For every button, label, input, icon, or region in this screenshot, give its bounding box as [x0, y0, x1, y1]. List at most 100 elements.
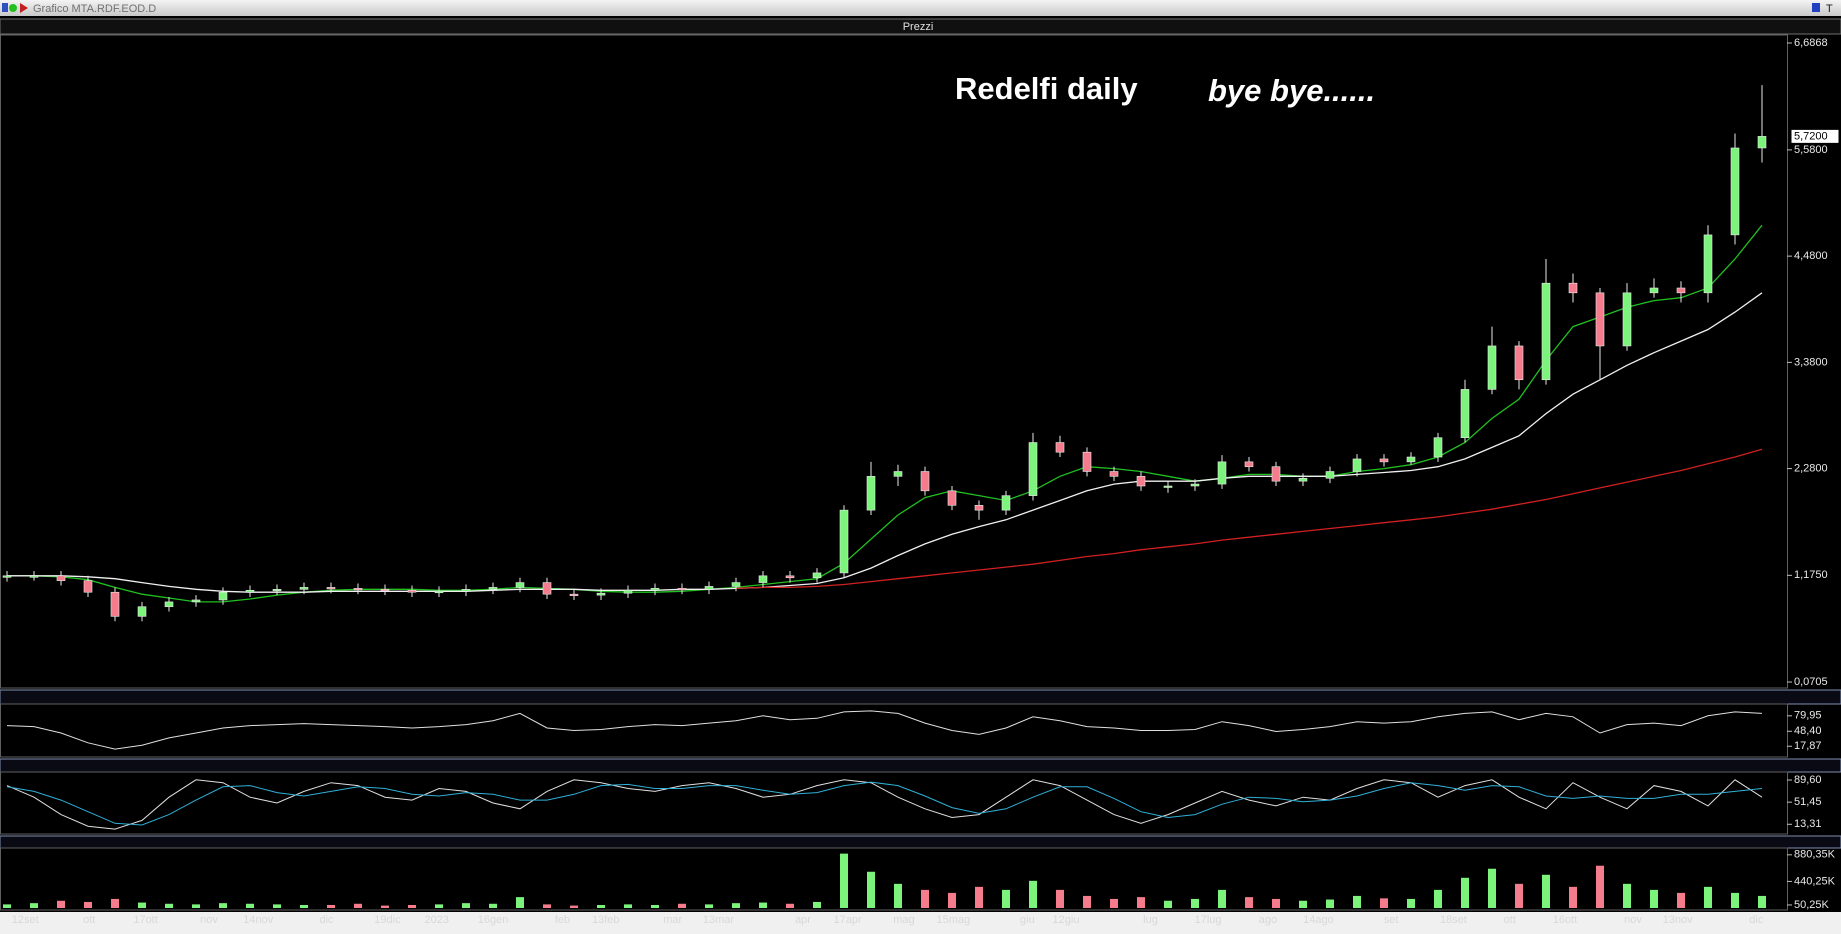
candle-body: [56, 575, 66, 581]
volume-bar: [3, 904, 11, 908]
candle-body: [488, 587, 498, 590]
panel-separator: [0, 835, 1841, 849]
x-tick-label: 12set: [12, 914, 39, 926]
volume-bar: [1677, 892, 1685, 908]
y-tick-label: 880,35K: [1794, 849, 1836, 861]
volume-bar: [435, 904, 443, 908]
separators: [0, 689, 1841, 934]
candle-body: [866, 476, 876, 511]
volume-bar: [678, 903, 686, 908]
volume-bar: [327, 904, 335, 908]
volume-bar: [354, 903, 362, 908]
title-bar: [0, 0, 1841, 16]
candle-body: [1460, 389, 1470, 439]
volume-bar: [624, 904, 632, 908]
x-tick-label: 18set: [1440, 914, 1467, 926]
candle-body: [1730, 147, 1740, 236]
volume-bar: [1002, 889, 1010, 908]
x-tick-label: dic: [319, 914, 334, 926]
volume-bar: [1704, 886, 1712, 908]
candle-body: [974, 505, 984, 511]
candle-body: [1055, 442, 1065, 453]
volume-bar: [273, 904, 281, 908]
volume-bar: [1461, 877, 1469, 908]
moving-average: [7, 224, 1763, 603]
moving-average: [735, 448, 1763, 590]
y-tick-label: 79,95: [1794, 710, 1822, 722]
x-tick-label: dic: [1749, 914, 1764, 926]
volume-bar: [57, 900, 65, 908]
x-tick-label: 12giu: [1053, 914, 1080, 926]
candle-body: [1703, 234, 1713, 294]
candle-body: [623, 589, 633, 594]
y-tick-label: 17,87: [1794, 740, 1822, 752]
volume-bar: [1623, 883, 1631, 908]
status-bar: [0, 912, 1841, 934]
candle-body: [1163, 485, 1173, 488]
volume-bar: [543, 904, 551, 908]
y-tick-label: 0,0705: [1794, 676, 1828, 688]
volume-bar: [408, 904, 416, 908]
candle-body: [920, 471, 930, 492]
x-tick-label: ott: [1504, 914, 1516, 926]
candle-body: [1190, 483, 1200, 487]
x-tick-label: ott: [83, 914, 95, 926]
candle-body: [812, 572, 822, 579]
x-tick-label: lug: [1143, 914, 1158, 926]
volume-bar: [1407, 898, 1415, 908]
volume-bar: [867, 871, 875, 908]
candle-body: [1136, 476, 1146, 487]
candle-body: [1649, 287, 1659, 294]
x-tick-label: 17lug: [1195, 914, 1222, 926]
x-tick-label: mar: [663, 914, 682, 926]
candle-body: [1568, 282, 1578, 294]
candle-body: [1271, 466, 1281, 482]
annotation: bye bye......: [1208, 73, 1375, 108]
candle-body: [110, 591, 120, 617]
indicator-line: [6, 779, 1763, 830]
x-tick-label: 13feb: [592, 914, 620, 926]
candle-body: [353, 588, 363, 591]
volume-bar: [705, 904, 713, 908]
x-tick-label: 17apr: [834, 914, 862, 926]
candle-body: [785, 575, 795, 579]
window-title: Grafico MTA.RDF.EOD.D: [33, 3, 156, 15]
candle-body: [677, 588, 687, 591]
candle-body: [731, 582, 741, 587]
candle-body: [1001, 495, 1011, 511]
x-tick-label: giu: [1020, 914, 1035, 926]
volume-bar: [1434, 889, 1442, 908]
volume-bar: [786, 903, 794, 908]
stoch-panel-frame: [0, 771, 1788, 835]
candle-body: [1352, 458, 1362, 472]
candle-body: [1406, 456, 1416, 463]
corner-label: T: [1826, 3, 1833, 15]
volume-bar: [1542, 874, 1550, 908]
volume-bar: [381, 905, 389, 908]
x-tick-label: nov: [200, 914, 218, 926]
volume-bar: [1110, 898, 1118, 908]
candle-body: [704, 586, 714, 590]
candle-body: [1622, 292, 1632, 347]
candle-body: [596, 592, 606, 596]
x-tick-label: mag: [893, 914, 914, 926]
rsi-panel-frame: [0, 703, 1788, 758]
candle-body: [1082, 451, 1092, 472]
volume-bar: [1731, 892, 1739, 908]
volume-bar: [813, 901, 821, 908]
y-tick-label: 2,2800: [1794, 463, 1828, 475]
x-tick-label: 19dic: [374, 914, 401, 926]
volume-bar: [894, 883, 902, 908]
y-tick-label: 51,45: [1794, 796, 1822, 808]
candle-body: [1433, 437, 1443, 458]
candle-body: [542, 582, 552, 595]
annotation: Redelfi daily: [955, 71, 1138, 106]
volume-bar: [1488, 868, 1496, 908]
x-tick-label: 13nov: [1663, 914, 1693, 926]
volume-bar: [1596, 865, 1604, 908]
volume-bar: [111, 898, 119, 908]
indicator-line: [6, 710, 1763, 750]
x-tick-label: 16gen: [478, 914, 509, 926]
